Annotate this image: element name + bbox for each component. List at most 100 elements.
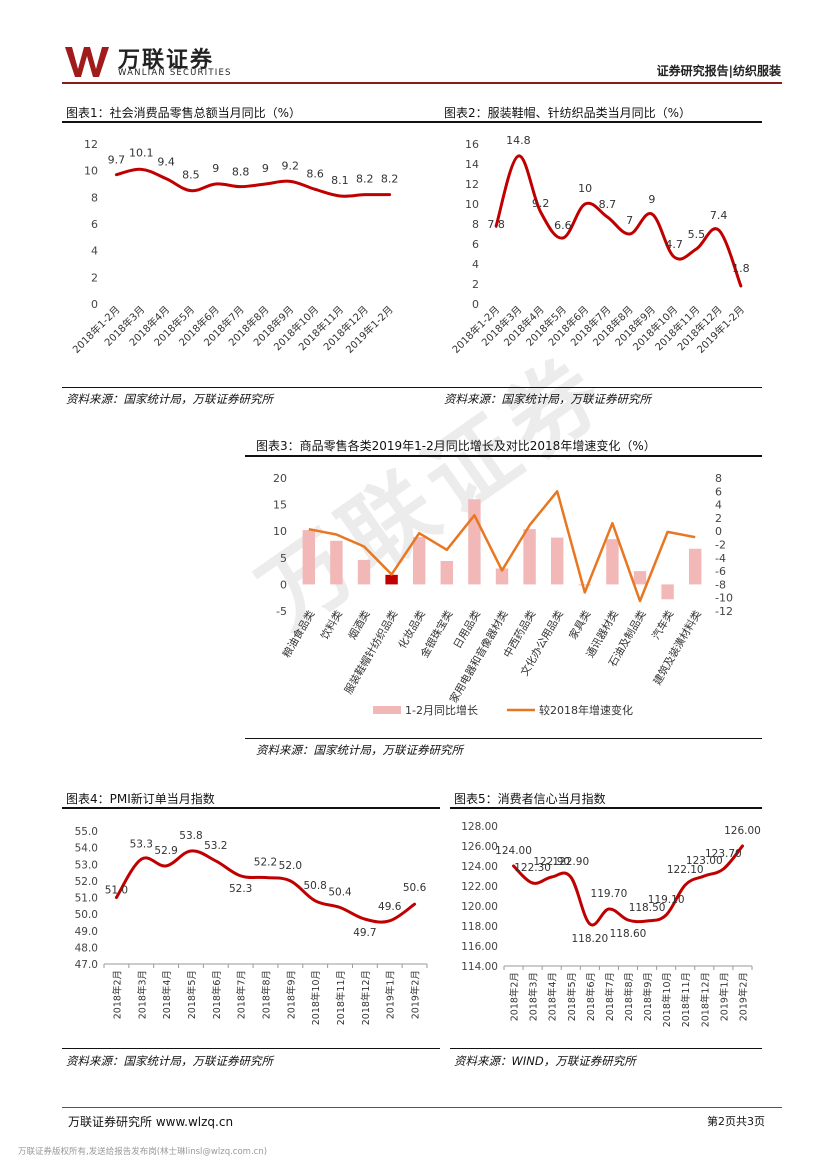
figure-5-top-rule <box>450 807 762 809</box>
x-tick-label: 2018年10月 <box>310 970 322 1025</box>
data-point <box>363 917 367 921</box>
data-label: 51.0 <box>105 885 128 897</box>
data-point <box>684 883 687 887</box>
data-label: 7 <box>626 214 633 227</box>
y-tick-label: 114.00 <box>461 961 498 973</box>
y-tick-label: 54.0 <box>75 843 98 855</box>
figure-1-top-rule <box>62 121 440 123</box>
data-point <box>189 849 193 853</box>
bar <box>440 560 454 585</box>
x-tick-label: 2018年2月 <box>111 970 123 1019</box>
y-tick-label: 52.0 <box>75 876 98 888</box>
data-label: 53.3 <box>130 838 153 850</box>
data-label: 119.70 <box>591 888 628 900</box>
bar <box>468 499 481 585</box>
data-label: 122.10 <box>667 864 704 876</box>
data-label: 52.9 <box>154 845 177 857</box>
y-tick-label: 49.0 <box>75 926 98 938</box>
data-label: 8.2 <box>381 173 399 186</box>
x-tick-label: 2018年12月 <box>699 972 711 1027</box>
y-tick-label: 48.0 <box>75 942 98 954</box>
data-point <box>239 874 242 878</box>
bar <box>578 584 592 586</box>
data-point <box>214 182 217 186</box>
data-label: 7.4 <box>710 209 728 222</box>
data-point <box>606 215 609 219</box>
data-point <box>512 864 515 868</box>
y-tick-label: 12 <box>465 178 479 191</box>
data-label: 49.7 <box>353 927 376 939</box>
data-point <box>363 193 366 196</box>
y-tick-label: 0 <box>472 298 479 311</box>
bar <box>385 574 398 585</box>
footer-rule <box>62 1107 782 1108</box>
x-tick-label: 2019年2月 <box>737 972 749 1021</box>
left-y-tick-label: -5 <box>276 605 287 618</box>
header-rule <box>62 82 782 84</box>
data-label: 52.2 <box>254 857 277 869</box>
data-point <box>717 228 720 232</box>
data-label: 126.00 <box>724 825 761 837</box>
data-point <box>140 168 143 171</box>
data-label: 9.4 <box>157 156 175 169</box>
bar <box>330 540 343 585</box>
figure-2-source: 资料来源：国家统计局，万联证券研究所 <box>444 392 651 406</box>
chart-5: 114.00116.00118.00120.00122.00124.00126.… <box>461 821 761 1027</box>
brand-name: 万联证券 <box>118 48 215 73</box>
chart-2: 02468101214162018年1-2月2018年3月2018年4月2018… <box>449 134 749 356</box>
data-point <box>189 189 193 192</box>
brand-name-en: WANLIAN SECURITIES <box>118 68 232 78</box>
x-tick-label: 2018年8月 <box>623 972 635 1021</box>
footer-website: 万联证券研究所 www.wlzq.cn <box>68 1115 234 1129</box>
legend-bar-label: 1-2月同比增长 <box>405 703 478 717</box>
y-tick-label: 10 <box>84 165 98 178</box>
data-label: 8.7 <box>599 198 617 211</box>
x-tick-label: 2018年6月 <box>211 970 223 1019</box>
data-point <box>739 284 743 288</box>
data-label: 123.00 <box>686 855 723 867</box>
data-point <box>413 902 416 906</box>
figure-1-bottom-rule <box>62 387 440 388</box>
figure-3-bottom-rule <box>245 738 762 739</box>
y-tick-label: 10 <box>465 198 479 211</box>
data-label: 53.8 <box>179 830 202 842</box>
data-point <box>115 896 118 899</box>
figure-2-title: 图表2：服装鞋帽、针纺织品类当月同比（%） <box>444 106 692 120</box>
data-label: 118.60 <box>610 928 647 940</box>
figure-1-title: 图表1：社会消费品零售总额当月同比（%） <box>66 106 302 120</box>
wanlian-logo-icon <box>65 47 109 77</box>
data-point <box>531 881 534 885</box>
data-label: 122.90 <box>552 856 589 868</box>
data-point <box>289 879 292 883</box>
left-y-tick-label: 15 <box>273 499 287 512</box>
data-point <box>313 188 317 191</box>
data-point <box>626 918 630 922</box>
data-point <box>140 858 143 861</box>
data-label: 14.8 <box>506 134 531 147</box>
change-line <box>308 490 696 603</box>
figure-5-title: 图表5：消费者信心当月指数 <box>454 792 606 806</box>
x-tick-label: 2018年3月 <box>136 970 148 1019</box>
data-point <box>115 173 118 176</box>
figure-1-source: 资料来源：国家统计局，万联证券研究所 <box>66 392 273 406</box>
category-label: 服装鞋帽针纺织品类 <box>342 608 401 697</box>
bar <box>550 537 564 585</box>
data-point <box>741 844 744 848</box>
x-tick-label: 2018年2月 <box>509 972 521 1021</box>
figure-5-bottom-rule <box>450 1048 762 1049</box>
right-y-tick-label: -8 <box>715 578 726 591</box>
data-point <box>517 154 520 158</box>
data-label: 122.90 <box>533 856 570 868</box>
data-label: 52.0 <box>279 860 302 872</box>
category-label: 家用电器和音像器材类 <box>447 608 511 706</box>
data-label: 8.2 <box>356 173 374 186</box>
data-label: 9.7 <box>108 154 126 167</box>
bar <box>661 584 674 600</box>
x-tick-label: 2018年5月 <box>566 972 578 1021</box>
bar <box>302 530 316 585</box>
y-tick-label: 118.00 <box>461 921 498 933</box>
data-label: 9.2 <box>532 197 550 210</box>
y-tick-label: 120.00 <box>461 901 498 913</box>
data-label: 52.3 <box>229 883 252 895</box>
data-label: 9 <box>648 193 655 206</box>
